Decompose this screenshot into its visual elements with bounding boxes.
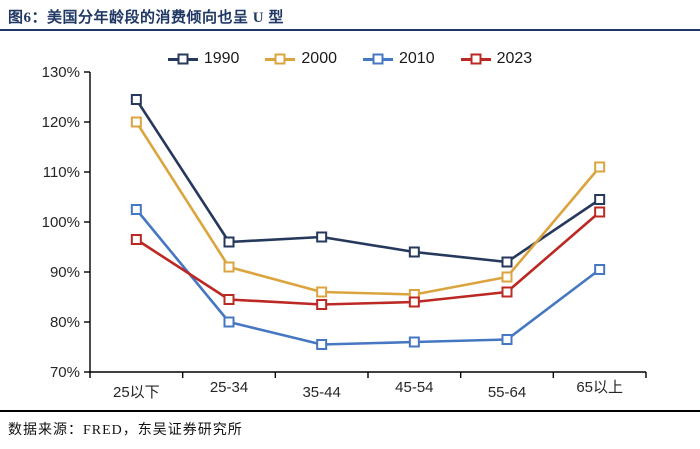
- data-point-2010-25以下: [130, 204, 142, 215]
- legend-marker-icon: [363, 53, 393, 65]
- series-line-1990: [135, 98, 601, 264]
- data-point-2010-65以上: [594, 264, 606, 275]
- data-source: 数据来源：FRED，东吴证券研究所: [8, 423, 243, 438]
- data-point-1990-55-64: [501, 256, 513, 268]
- y-tick-label: 130%: [42, 64, 80, 81]
- legend-square-icon: [274, 53, 286, 65]
- legend-marker-icon: [167, 53, 198, 65]
- legend-item-1990: 1990: [167, 50, 240, 68]
- series-line-2000: [135, 121, 601, 296]
- legend-item-2023: 2023: [460, 50, 533, 68]
- y-tick-label: 80%: [50, 314, 80, 331]
- x-tick-label: 25以下: [113, 384, 160, 401]
- chart-legend: 1990 2000 2010 2023: [0, 50, 700, 68]
- figure-title: 图6：美国分年龄段的消费倾向也呈 U 型: [8, 10, 284, 26]
- data-point-1990-65以上: [594, 194, 606, 205]
- data-point-1990-25以下: [130, 94, 142, 105]
- x-tick-label: 65以上: [576, 379, 623, 396]
- data-point-2000-25以下: [130, 116, 142, 128]
- data-point-1990-45-54: [408, 246, 420, 258]
- legend-marker-icon: [265, 53, 296, 65]
- data-point-2023-25-34: [223, 294, 235, 305]
- y-tick-label: 100%: [42, 214, 80, 231]
- data-point-2000-35-44: [316, 286, 328, 298]
- data-point-2023-55-64: [501, 286, 513, 298]
- data-point-1990-25-34: [223, 236, 235, 248]
- legend-label: 2023: [496, 50, 533, 67]
- line-chart: 70% 80% 90% 100% 110% 120% 130% 25以下 25-34 35-44 4…: [42, 64, 647, 401]
- legend-item-2010: 2010: [363, 50, 435, 68]
- y-tick-label: 120%: [42, 114, 80, 131]
- legend-square-icon: [372, 53, 384, 65]
- x-tick-label: 25-34: [210, 379, 248, 396]
- legend-square-icon: [177, 53, 189, 65]
- data-point-2010-45-54: [408, 336, 420, 348]
- legend-label: 2010: [399, 50, 435, 67]
- legend-item-2000: 2000: [265, 50, 337, 68]
- data-point-2023-25以下: [130, 234, 142, 245]
- legend-square-icon: [470, 53, 482, 65]
- data-point-2000-25-34: [223, 261, 235, 273]
- data-point-1990-35-44: [316, 231, 328, 243]
- legend-label: 2000: [301, 50, 337, 67]
- series-line-2023: [135, 211, 601, 306]
- data-point-2000-65以上: [594, 161, 606, 173]
- footer-divider: [0, 410, 700, 412]
- y-tick-label: 90%: [50, 264, 80, 281]
- y-tick-label: 110%: [43, 164, 80, 181]
- series-line-2010: [135, 208, 601, 346]
- x-tick-label: 45-54: [395, 379, 433, 396]
- x-tick-label: 55-64: [488, 384, 526, 401]
- data-point-2010-55-64: [501, 334, 513, 345]
- title-divider: [0, 29, 700, 31]
- legend-label: 1990: [203, 50, 240, 67]
- data-point-2023-45-54: [408, 296, 420, 308]
- y-tick-label: 70%: [50, 364, 80, 381]
- legend-marker-icon: [460, 53, 491, 65]
- data-point-2023-35-44: [316, 299, 328, 310]
- data-point-2023-65以上: [594, 206, 606, 218]
- data-point-2010-25-34: [223, 316, 235, 328]
- x-tick-label: 35-44: [302, 384, 340, 401]
- data-point-2010-35-44: [316, 339, 328, 350]
- data-point-2000-55-64: [501, 271, 513, 283]
